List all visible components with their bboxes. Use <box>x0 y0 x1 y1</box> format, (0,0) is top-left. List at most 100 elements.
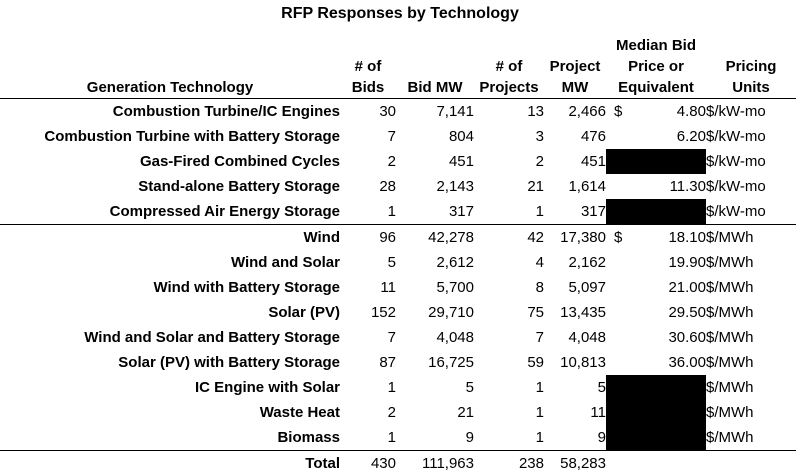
header-projects: # of Projects <box>474 26 544 99</box>
price-value: 21.00 <box>668 279 706 296</box>
project-mw-cell: 451 <box>544 149 606 174</box>
median-price-cell: 6.20 <box>606 124 706 149</box>
technology-cell: Solar (PV) <box>0 300 340 325</box>
bid-mw-cell: 2,143 <box>396 174 474 199</box>
pricing-units-cell: $/kW-mo <box>706 199 796 225</box>
technology-cell: Wind with Battery Storage <box>0 275 340 300</box>
total-price-empty <box>606 451 706 476</box>
pricing-units-cell: $/MWh <box>706 400 796 425</box>
projects-cell: 21 <box>474 174 544 199</box>
redacted-price-cell <box>606 375 706 400</box>
project-mw-cell: 13,435 <box>544 300 606 325</box>
bids-cell: 152 <box>340 300 396 325</box>
header-project-mw-line2: MW <box>544 77 606 98</box>
pricing-units-cell: $/MWh <box>706 225 796 251</box>
project-mw-cell: 10,813 <box>544 350 606 375</box>
projects-cell: 4 <box>474 250 544 275</box>
projects-cell: 1 <box>474 425 544 451</box>
bid-mw-cell: 42,278 <box>396 225 474 251</box>
projects-cell: 1 <box>474 199 544 225</box>
project-mw-cell: 476 <box>544 124 606 149</box>
dollar-sign: $ <box>614 225 622 250</box>
price-value: 36.00 <box>668 354 706 371</box>
technology-cell: Wind <box>0 225 340 251</box>
projects-cell: 1 <box>474 400 544 425</box>
bids-cell: 11 <box>340 275 396 300</box>
bid-mw-cell: 16,725 <box>396 350 474 375</box>
pricing-units-cell: $/MWh <box>706 375 796 400</box>
total-units-empty <box>706 451 796 476</box>
projects-cell: 2 <box>474 149 544 174</box>
header-pricing-units-line1: Pricing <box>706 56 796 77</box>
pricing-units-cell: $/kW-mo <box>706 149 796 174</box>
bid-mw-cell: 9 <box>396 425 474 451</box>
technology-cell: Compressed Air Energy Storage <box>0 199 340 225</box>
project-mw-cell: 9 <box>544 425 606 451</box>
price-value: 19.90 <box>668 254 706 271</box>
technology-cell: Wind and Solar <box>0 250 340 275</box>
redacted-price-cell <box>606 199 706 225</box>
project-mw-cell: 17,380 <box>544 225 606 251</box>
bids-cell: 87 <box>340 350 396 375</box>
table-title: RFP Responses by Technology <box>0 4 800 24</box>
bids-cell: 7 <box>340 325 396 350</box>
bids-cell: 2 <box>340 149 396 174</box>
bid-mw-cell: 21 <box>396 400 474 425</box>
bid-mw-cell: 7,141 <box>396 99 474 125</box>
header-projects-line1: # of <box>474 56 544 77</box>
bid-mw-cell: 804 <box>396 124 474 149</box>
redacted-price-cell <box>606 149 706 174</box>
project-mw-cell: 5,097 <box>544 275 606 300</box>
projects-cell: 7 <box>474 325 544 350</box>
technology-cell: Biomass <box>0 425 340 451</box>
pricing-units-cell: $/MWh <box>706 325 796 350</box>
bids-cell: 2 <box>340 400 396 425</box>
technology-cell: Gas-Fired Combined Cycles <box>0 149 340 174</box>
project-mw-cell: 317 <box>544 199 606 225</box>
median-price-cell: $4.80 <box>606 99 706 125</box>
header-projects-line2: Projects <box>474 77 544 98</box>
header-row: Generation Technology # of Bids Bid MW #… <box>0 26 796 99</box>
technology-cell: Combustion Turbine/IC Engines <box>0 99 340 125</box>
project-mw-cell: 2,466 <box>544 99 606 125</box>
header-median-price-line2: Price or <box>606 56 706 77</box>
header-pricing-units-line2: Units <box>706 77 796 98</box>
price-value: 29.50 <box>668 304 706 321</box>
header-median-price-line3: Equivalent <box>606 77 706 98</box>
projects-cell: 8 <box>474 275 544 300</box>
pricing-units-cell: $/kW-mo <box>706 124 796 149</box>
bids-cell: 1 <box>340 425 396 451</box>
header-bids-line2: Bids <box>340 77 396 98</box>
bids-cell: 28 <box>340 174 396 199</box>
rfp-responses-table: Generation Technology # of Bids Bid MW #… <box>0 26 796 476</box>
bids-cell: 96 <box>340 225 396 251</box>
header-project-mw: Project MW <box>544 26 606 99</box>
total-label: Total <box>0 451 340 476</box>
project-mw-cell: 1,614 <box>544 174 606 199</box>
total-project-mw: 58,283 <box>544 451 606 476</box>
bid-mw-cell: 451 <box>396 149 474 174</box>
bids-cell: 30 <box>340 99 396 125</box>
median-price-cell: 11.30 <box>606 174 706 199</box>
header-bid-mw: Bid MW <box>396 26 474 99</box>
price-value: 4.80 <box>677 103 706 120</box>
technology-cell: Solar (PV) with Battery Storage <box>0 350 340 375</box>
bid-mw-cell: 2,612 <box>396 250 474 275</box>
header-technology: Generation Technology <box>0 26 340 99</box>
total-bid-mw: 111,963 <box>396 451 474 476</box>
price-value: 18.10 <box>668 229 706 246</box>
redacted-price-cell <box>606 400 706 425</box>
